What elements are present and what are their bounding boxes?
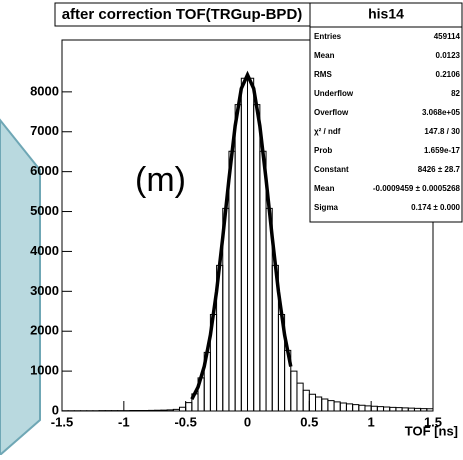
stats-label: Constant [314,165,349,174]
stats-value: 8426 ± 28.7 [418,165,461,174]
x-tick-label: -1 [118,414,130,429]
bar [371,406,377,411]
bar [390,407,396,411]
y-tick-label: 2000 [30,323,59,338]
bar [353,405,359,411]
bar [186,403,192,411]
stats-label: Prob [314,146,332,155]
bar [309,394,315,411]
bar [254,105,260,411]
bar [260,151,266,411]
stats-label: RMS [314,70,332,79]
y-tick-label: 1000 [30,363,59,378]
x-tick-label: 0.5 [300,414,318,429]
stats-title: his14 [368,6,404,22]
bar [334,402,340,411]
chart-title: after correction TOF(TRGup-BPD) [62,6,303,23]
annotation: (m) [135,161,186,199]
bar [396,408,402,411]
y-tick-label: 5000 [30,203,59,218]
y-tick-label: 3000 [30,283,59,298]
x-tick-label: 0 [244,414,251,429]
bar [377,407,383,411]
stats-label: χ² / ndf [314,127,341,136]
y-tick-label: 6000 [30,163,59,178]
stats-label: Mean [314,184,335,193]
y-tick-label: 8000 [30,83,59,98]
stats-value: 0.174 ± 0.000 [411,203,460,212]
bar [340,403,346,411]
stats-label: Entries [314,32,342,41]
stats-label: Underflow [314,89,354,98]
stats-value: 0.2106 [436,70,461,79]
y-tick-label: 7000 [30,123,59,138]
bar [142,410,148,411]
bar [291,371,297,411]
bar [365,406,371,411]
bar [235,105,241,411]
bar [346,404,352,411]
bar [303,390,309,411]
bar [241,78,247,411]
y-tick-label: 4000 [30,243,59,258]
bar [316,397,322,411]
bar [328,401,334,411]
stats-label: Overflow [314,108,349,117]
bar [359,405,365,411]
x-tick-label: 1.5 [424,414,442,429]
stats-value: 3.068e+05 [422,108,461,117]
stats-label: Sigma [314,203,339,212]
stats-label: Mean [314,51,335,60]
stats-value: -0.0009459 ± 0.0005268 [373,184,461,193]
stats-value: 82 [451,89,460,98]
bar [322,399,328,411]
stats-value: 0.0123 [436,51,461,60]
bar [297,383,303,411]
stats-value: 147.8 / 30 [424,127,460,136]
bar [229,151,235,411]
stats-value: 1.659e-17 [424,146,461,155]
x-tick-label: 1 [368,414,375,429]
x-tick-label: -0.5 [174,414,196,429]
bar [248,78,254,411]
stats-value: 459114 [434,32,461,41]
x-tick-label: -1.5 [51,414,73,429]
bar [384,407,390,411]
bar [179,407,185,411]
